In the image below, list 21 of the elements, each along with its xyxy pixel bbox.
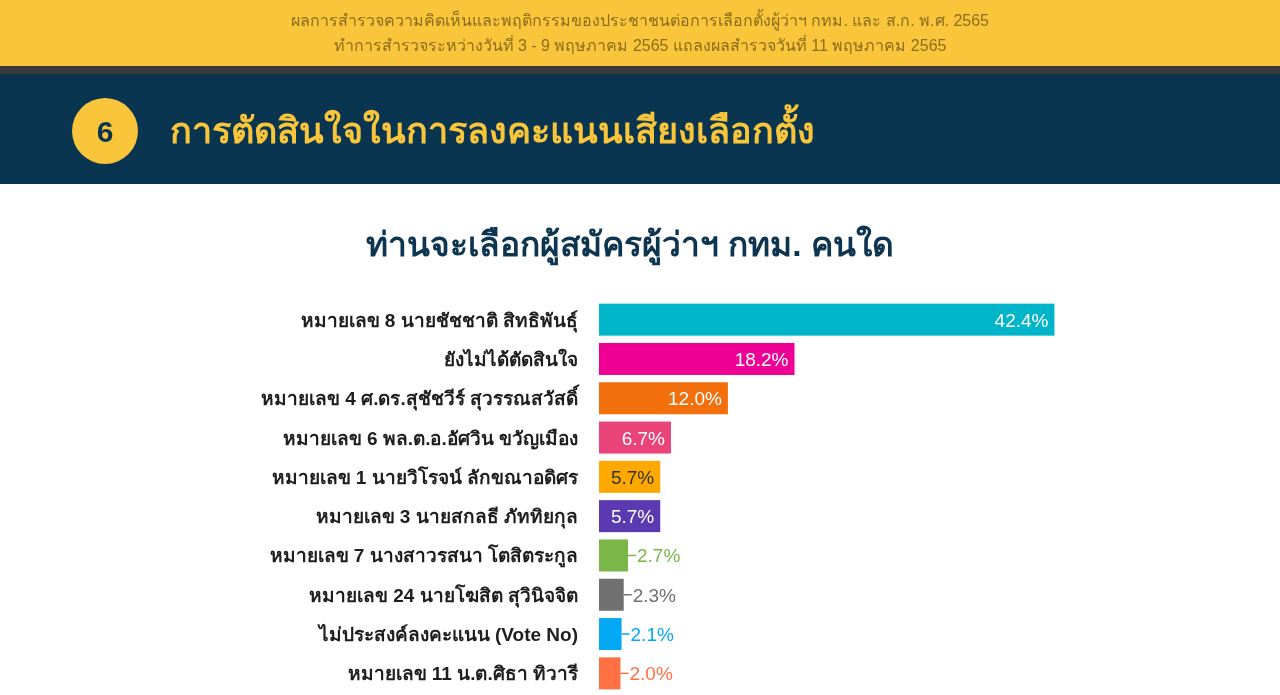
value-label: 12.0% [668,388,722,410]
category-label: หมายเลข 7 นางสาวรสนา โตสิตระกูล [269,545,578,567]
section-heading: การตัดสินใจในการลงคะแนนเสียงเลือกตั้ง [170,99,815,163]
value-label: 42.4% [994,309,1049,331]
category-label: หมายเลข 8 นายชัชชาติ สิทธิพันธุ์ [300,309,578,331]
category-label: หมายเลข 24 นายโฆสิต สุวินิจจิต [309,584,578,606]
value-label: 18.2% [734,348,789,370]
category-label: หมายเลข 11 น.ต.ศิธา ทิวารี [347,663,578,685]
value-label: 2.3% [632,584,676,606]
value-label: 6.7% [621,427,665,449]
value-label: 2.1% [630,624,674,646]
category-label: หมายเลข 6 พล.ต.อ.อัศวิน ขวัญเมือง [282,427,578,449]
value-label: 2.0% [629,663,673,685]
category-label: หมายเลข 1 นายวิโรจน์ ลักขณาอดิศร [271,466,578,488]
value-label: 5.7% [610,466,655,488]
value-label: 2.7% [637,545,681,567]
badge-number: 6 [96,115,114,148]
category-label: หมายเลข 3 นายสกลธี ภัททิยกุล [315,506,578,528]
category-label: ยังไม่ได้ตัดสินใจ [444,348,578,370]
value-label: 5.7% [610,506,655,528]
category-label: ไม่ประสงค์ลงคะแนน (Vote No) [318,624,578,646]
